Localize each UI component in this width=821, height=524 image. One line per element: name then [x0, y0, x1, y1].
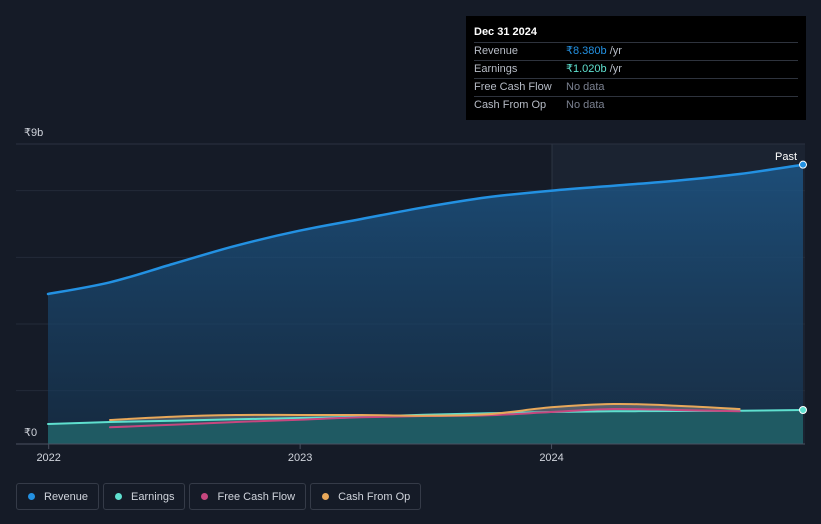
legend-dot-icon: [322, 493, 330, 500]
revenue-area: [48, 164, 803, 444]
tooltip-label: Cash From Op: [474, 99, 547, 111]
tooltip-value: No data: [566, 79, 605, 96]
tooltip-date: Dec 31 2024: [474, 24, 798, 43]
y-axis-bottom-label: ₹0: [24, 427, 37, 439]
legend-label: Revenue: [44, 490, 89, 503]
revenue-end-point: [799, 160, 807, 169]
revenue-unit: /yr: [606, 45, 622, 57]
legend-item-free-cash-flow[interactable]: Free Cash Flow: [189, 483, 307, 510]
y-axis-top-label: ₹9b: [24, 127, 43, 139]
cfo-value: No data: [566, 99, 605, 111]
tooltip-row-revenue: Revenue ₹8.380b /yr: [474, 43, 798, 61]
legend-item-earnings[interactable]: Earnings: [103, 483, 186, 510]
tooltip-row-cash-from-op: Cash From Op No data: [474, 97, 798, 114]
earnings-value: ₹1.020b: [566, 63, 607, 75]
x-axis-ticks: 2022 2023 2024: [36, 444, 564, 464]
x-tick-label: 2024: [539, 452, 563, 464]
series-markers: [799, 160, 807, 414]
series-lines: [46, 163, 805, 429]
earnings-unit: /yr: [606, 63, 622, 75]
x-tick-label: 2022: [36, 452, 60, 464]
data-tooltip: Dec 31 2024 Revenue ₹8.380b /yr Earnings…: [466, 16, 806, 120]
tooltip-label: Revenue: [474, 45, 519, 57]
x-tick-label: 2023: [288, 452, 312, 464]
cash-from-op-line: [109, 402, 741, 421]
legend-dot-icon: [28, 493, 35, 500]
legend: Revenue Earnings Free Cash Flow Cash Fro…: [16, 483, 422, 510]
legend-label: Cash From Op: [338, 490, 411, 503]
tooltip-value: ₹8.380b /yr: [566, 43, 622, 60]
revenue-value: ₹8.380b: [566, 45, 607, 57]
legend-dot-icon: [115, 493, 123, 500]
legend-item-revenue[interactable]: Revenue: [16, 483, 100, 510]
tooltip-value: No data: [566, 97, 605, 114]
fcf-value: No data: [566, 81, 605, 93]
tooltip-row-free-cash-flow: Free Cash Flow No data: [474, 79, 798, 97]
legend-dot-icon: [201, 493, 209, 500]
earnings-end-point: [799, 406, 807, 414]
tooltip-label: Free Cash Flow: [474, 81, 552, 93]
tooltip-value: ₹1.020b /yr: [566, 61, 622, 78]
legend-label: Earnings: [131, 490, 175, 503]
past-label: Past: [775, 151, 797, 163]
series-areas: [48, 164, 803, 444]
legend-label: Free Cash Flow: [217, 490, 296, 503]
tooltip-row-earnings: Earnings ₹1.020b /yr: [474, 61, 798, 79]
legend-item-cash-from-op[interactable]: Cash From Op: [310, 483, 422, 510]
revenue-line: [46, 163, 805, 296]
tooltip-label: Earnings: [474, 63, 518, 75]
earnings-area: [48, 410, 803, 444]
